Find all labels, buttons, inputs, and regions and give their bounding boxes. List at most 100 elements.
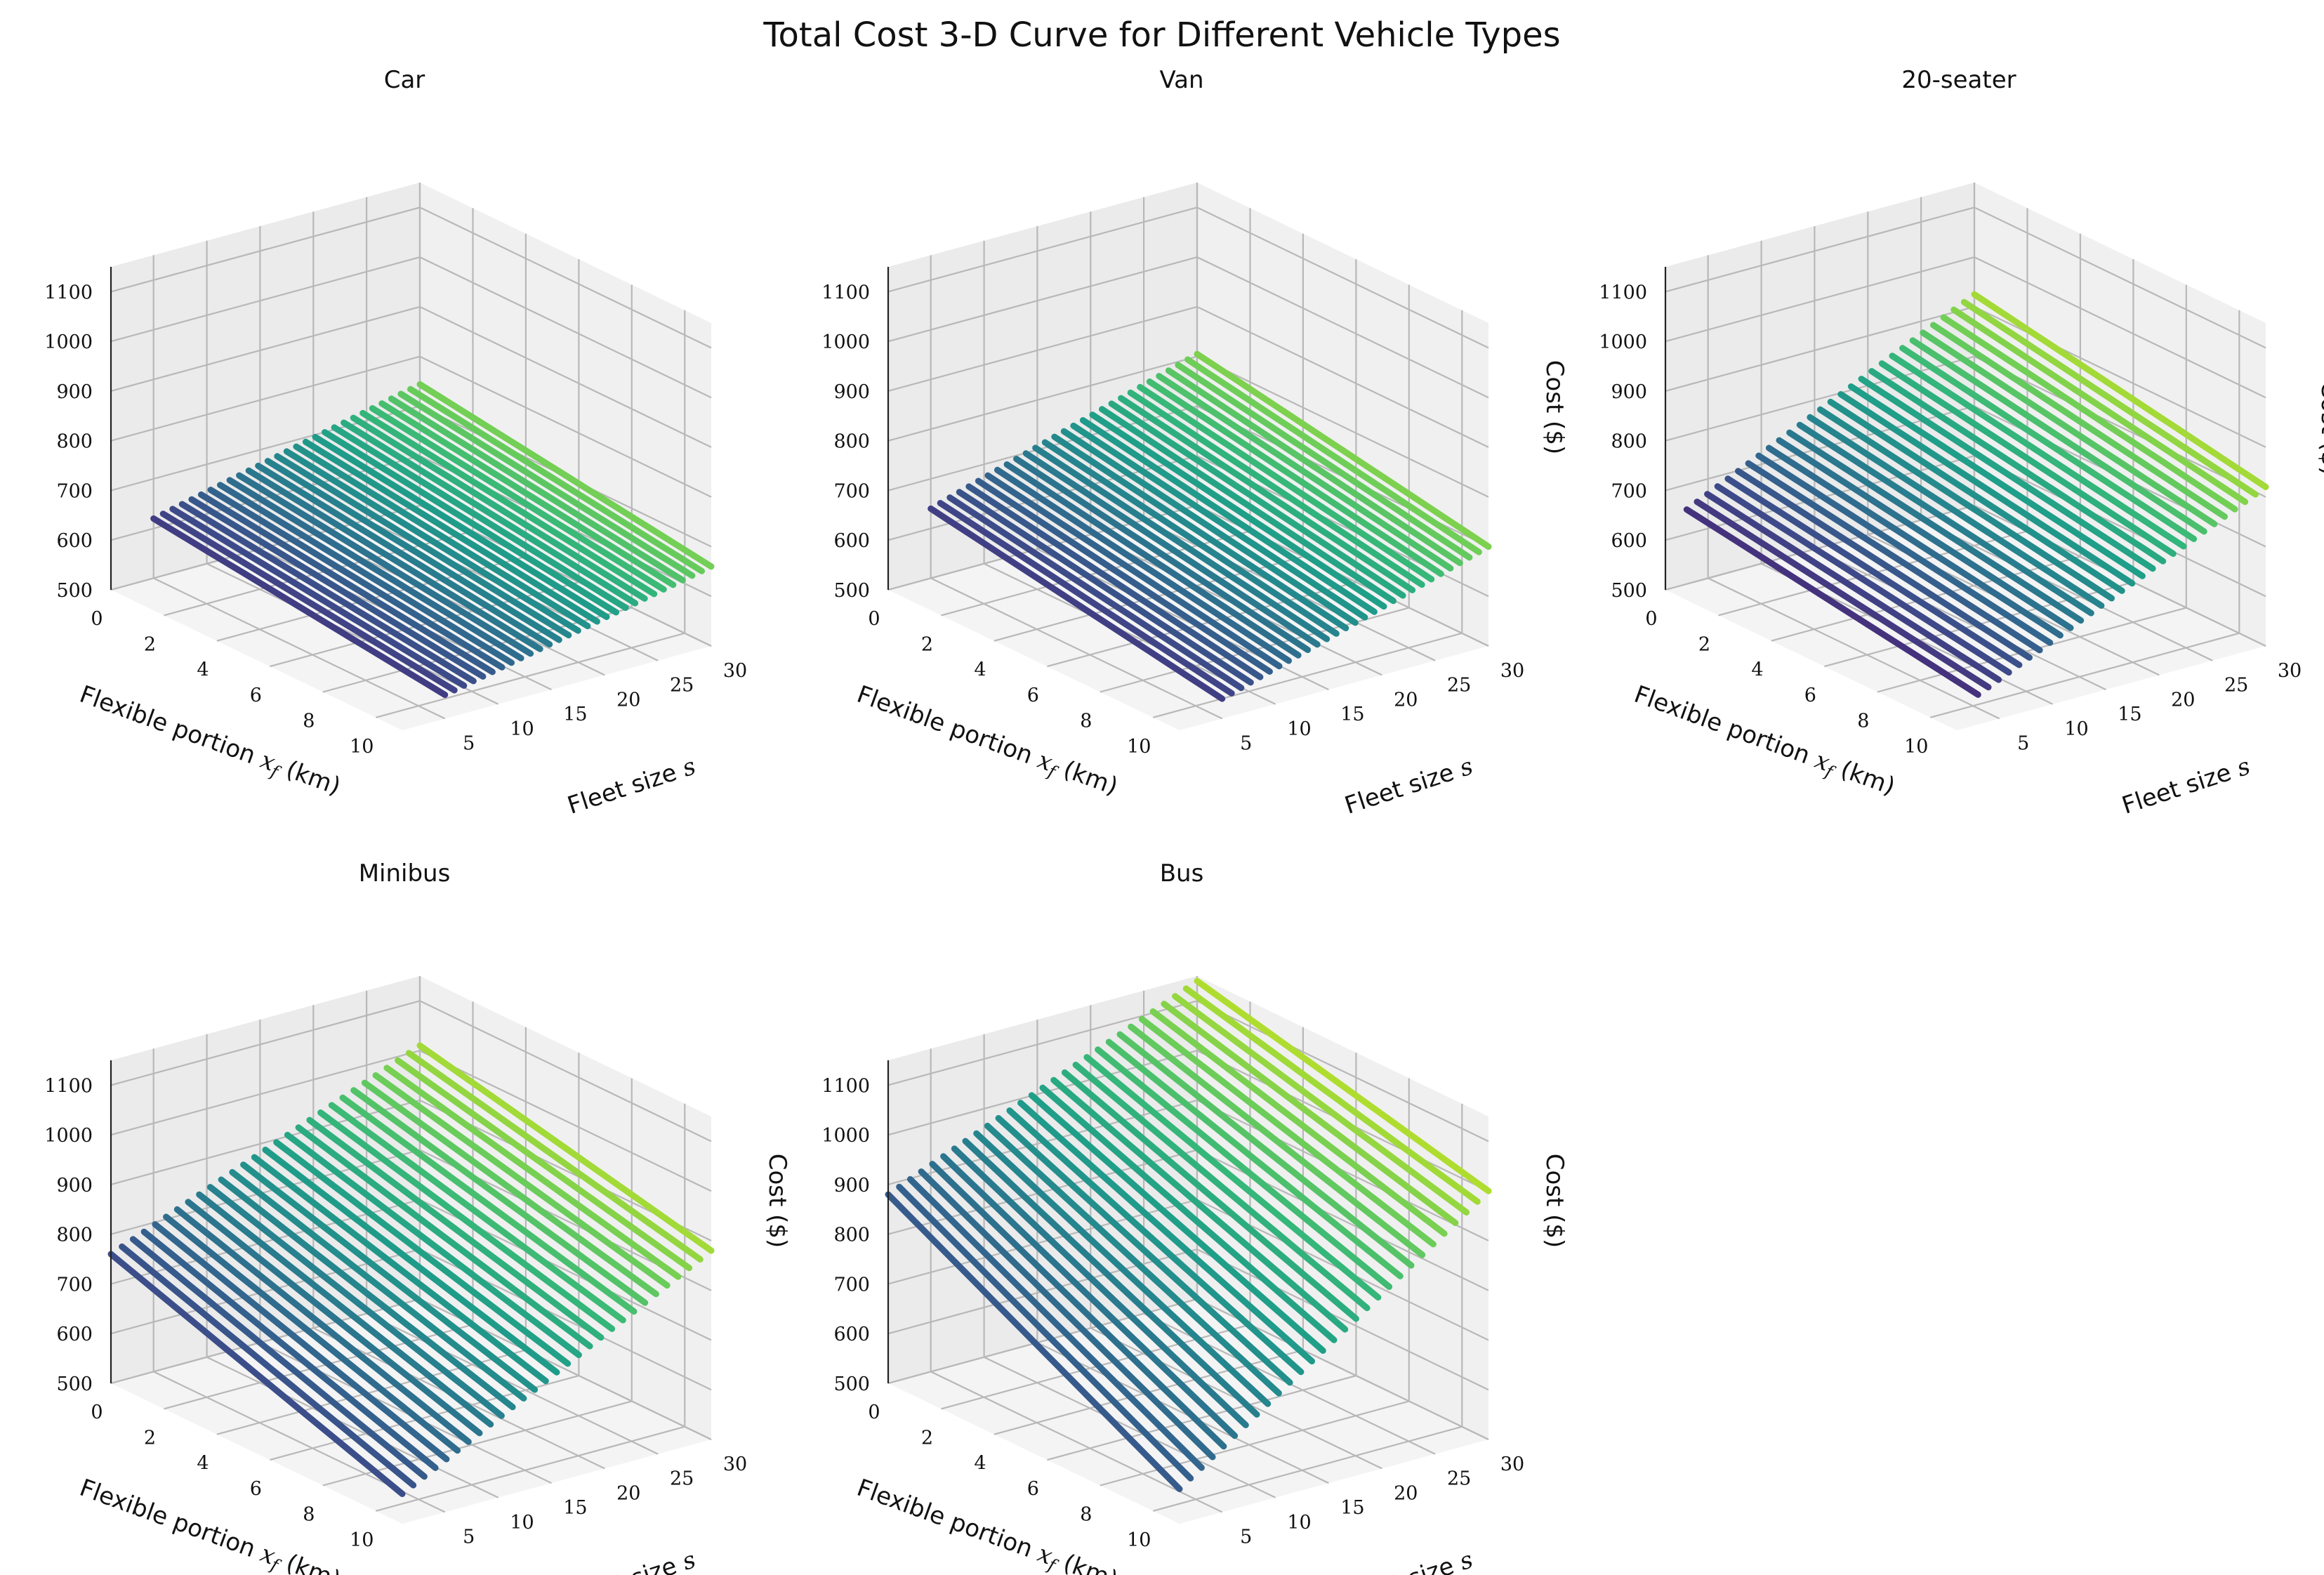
surface-strip [416,381,715,570]
tick-label-z: 1000 [821,1125,870,1147]
tick-label-s: 30 [1500,1454,1524,1475]
surface-strip [1735,468,2033,661]
surface-strip [1146,378,1444,577]
tick-label-z: 1100 [44,282,93,303]
surface [107,1042,715,1497]
subplot-car: 500 600 700 800 900 1000 1100 0 2 4 6 8 10 5 10 15 20 25 3… [44,66,747,820]
tick-label-s: 5 [1240,1526,1252,1548]
surface-strip [255,462,553,648]
surface-strip [188,496,487,680]
surface-strip [1807,414,2105,609]
surface-strip [407,385,705,574]
surface-strip [1765,444,2064,639]
tick-label-s: 10 [510,718,534,740]
subplot-title: 20-seater [1901,66,2016,94]
gridline-s [1973,183,2266,647]
z-axis-label: Cost ($) [763,1154,791,1248]
surface-strip [1858,376,2156,572]
tick-label-x: 4 [974,659,986,681]
y-axis-label: Fleet size s [2118,752,2253,819]
x-axis-label-text: Flexible portion [1630,680,1821,772]
surface-strip [295,1124,593,1350]
tick-label-z: 800 [833,431,870,453]
surface-strip [1940,314,2238,513]
tick-label-z: 1000 [821,331,870,353]
tick-label-s: 25 [1447,675,1471,697]
x-axis-label-unit: (km) [275,753,344,800]
surface-strip [951,1145,1249,1428]
surface-strip [1116,1031,1415,1269]
surface-strip [1745,460,2043,654]
y-axis-label-text: Fleet size [1341,756,1465,820]
surface-strip [140,1228,439,1471]
subplot-title: Van [1159,66,1203,94]
surface-strip [1149,1008,1448,1237]
surface-strip [994,466,1292,664]
tick-label-z: 500 [56,1373,93,1395]
surface-strip [1175,362,1473,561]
surface-strip [169,506,468,689]
surface-strip [918,1168,1216,1461]
surface-strip [929,1161,1227,1450]
tick-label-x: 2 [144,1427,156,1449]
tick-label-x: 2 [921,1427,933,1449]
gridline-s [206,1034,499,1498]
surface-strip [1683,506,1981,698]
tick-label-z: 700 [833,1274,870,1296]
surface-strip [1899,345,2198,542]
z-axis-label: Cost ($) [2316,381,2324,476]
surface-strip [359,409,658,598]
tick-label-z: 1100 [1599,282,1647,303]
surface-strip [262,1147,560,1376]
surface-strip [1817,406,2115,602]
surface-strip [885,1191,1183,1492]
tick-labels: 500 600 700 800 900 1000 1100 0 2 4 6 8 10 5 10 15 20 25 3… [44,282,747,757]
surface-strip [984,472,1283,670]
surface-strip [1971,291,2269,490]
surface-strip [1165,367,1463,567]
surface-strip [1138,1015,1437,1248]
tick-label-s: 30 [723,1454,747,1475]
x-axis-label-text: Flexible portion [853,1474,1043,1566]
surface-strip [1847,383,2146,579]
tick-label-z: 500 [56,580,93,602]
tick-label-z: 600 [1611,530,1647,552]
surface-strip [405,1050,704,1263]
tick-label-z: 900 [1611,381,1647,403]
tick-label-z: 600 [56,530,93,552]
tick-label-z: 900 [56,1175,93,1197]
gridline-s [152,1048,446,1513]
tick-label-x: 10 [350,1529,374,1551]
surface-strip [328,1102,626,1324]
surface-strip [1172,993,1470,1215]
surface-strip [350,414,648,602]
surface-strip [1089,411,1387,610]
surface-strip [1022,450,1321,648]
surface-strip [119,1243,417,1489]
surface [1683,291,2269,698]
surface-strip [1909,337,2207,535]
surface-strip [1704,491,2002,683]
surface-strip [1095,1046,1393,1290]
tick-label-s: 25 [670,1468,694,1490]
tick-label-x: 0 [868,608,880,630]
surface-strip [1827,398,2125,594]
surface-strip [245,467,543,652]
tick-label-z: 700 [56,480,93,502]
tick-label-x: 6 [250,1478,262,1500]
y-axis-label: Fleet size s [1341,752,1476,819]
tick-label-s: 20 [1394,1482,1418,1504]
surface-strip [962,1138,1260,1418]
surface-strip [1930,322,2228,520]
surface-strip [946,494,1245,692]
tick-label-z: 900 [833,1175,870,1197]
surface-strip [229,1168,527,1402]
surface-strip [159,510,458,694]
surface-strip [178,501,477,685]
tick-label-s: 10 [1287,1512,1311,1534]
tick-label-z: 1000 [1599,331,1647,353]
tick-label-s: 30 [723,660,747,682]
surface-strip [378,400,677,588]
surface-strip [283,448,581,634]
subplot-title: Minibus [359,859,451,888]
